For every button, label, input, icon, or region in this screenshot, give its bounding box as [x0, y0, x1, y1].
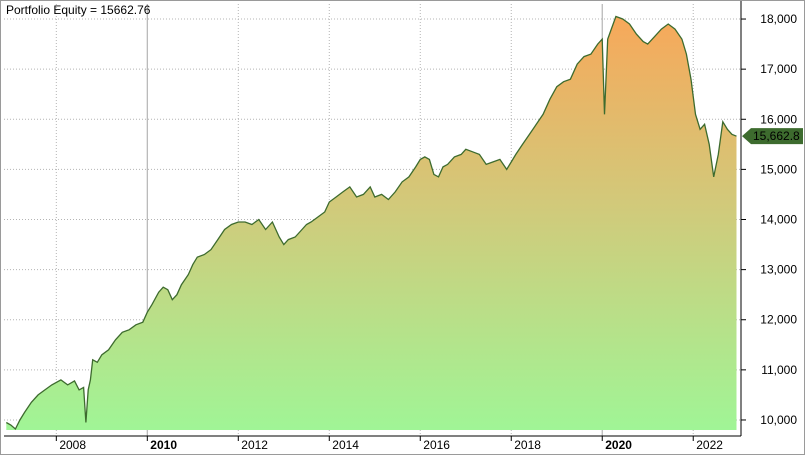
x-tick-label: 2016 — [423, 438, 450, 452]
chart-title: Portfolio Equity = 15662.76 — [6, 3, 151, 17]
x-tick-label: 2018 — [514, 438, 541, 452]
y-tick-label: 12,000 — [760, 313, 797, 327]
last-value-label: 15,662.8 — [753, 129, 800, 143]
x-tick-label: 2012 — [241, 438, 268, 452]
y-tick-label: 15,000 — [760, 162, 797, 176]
x-tick-label: 2014 — [332, 438, 359, 452]
x-axis-ticks: 2008 2010 2012 2014 2016 2018 2020 2022 — [55, 436, 723, 452]
y-tick-label: 14,000 — [760, 213, 797, 227]
x-tick-label: 2022 — [696, 438, 723, 452]
x-tick-label: 2010 — [150, 438, 177, 452]
y-tick-label: 10,000 — [760, 413, 797, 427]
equity-area — [6, 16, 737, 430]
y-tick-label: 13,000 — [760, 263, 797, 277]
x-tick-label: 2020 — [605, 438, 632, 452]
y-tick-label: 18,000 — [760, 12, 797, 26]
equity-line — [5, 15, 737, 431]
last-value-badge — [742, 128, 803, 145]
last-value-marker: 15,662.8 — [742, 128, 803, 145]
y-tick-label: 11,000 — [761, 363, 797, 377]
x-tick-label: 2008 — [59, 438, 86, 452]
y-tick-label: 16,000 — [760, 112, 797, 126]
y-axis-ticks: 10,000 11,000 12,000 13,000 14,000 15,000 16,0… — [741, 12, 797, 427]
y-tick-label: 17,000 — [760, 62, 797, 76]
